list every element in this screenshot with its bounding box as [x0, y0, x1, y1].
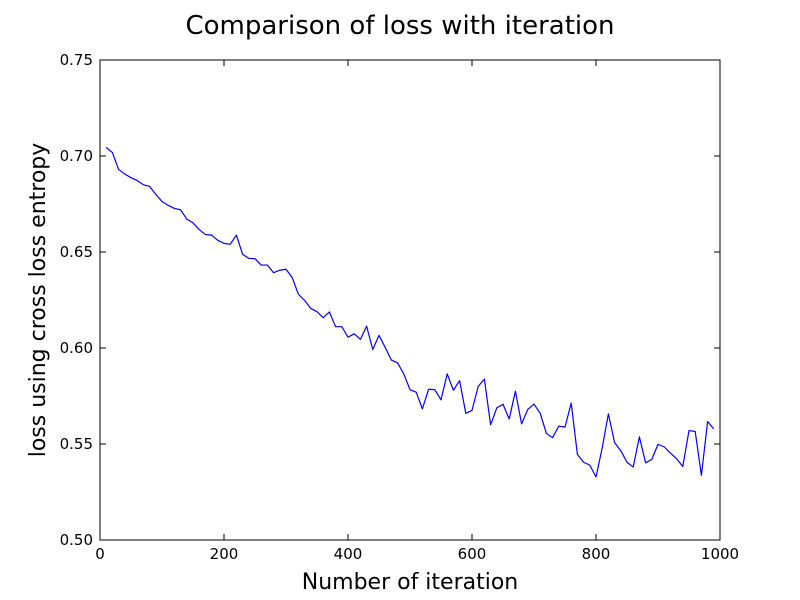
x-tick-label: 400 [334, 545, 363, 563]
chart-title: Comparison of loss with iteration [185, 11, 614, 41]
plot-frame [99, 59, 721, 541]
y-tick-label: 0.50 [60, 531, 93, 549]
x-tick-label: 800 [582, 545, 611, 563]
y-tick-label: 0.60 [60, 339, 93, 357]
y-tick-label: 0.65 [60, 243, 93, 261]
x-axis-label: Number of iteration [302, 570, 519, 595]
loss-series-line [105, 146, 715, 478]
x-tick-label: 0 [95, 545, 105, 563]
y-tick-label: 0.75 [60, 51, 93, 69]
x-tick-label: 200 [210, 545, 239, 563]
y-axis-label: loss using cross loss entropy [26, 143, 51, 458]
x-tick-label: 600 [458, 545, 487, 563]
series-layer [105, 146, 715, 478]
y-tick-label: 0.70 [60, 147, 93, 165]
x-tick-label: 1000 [701, 545, 739, 563]
plot-area [100, 60, 720, 540]
y-tick-label: 0.55 [60, 435, 93, 453]
